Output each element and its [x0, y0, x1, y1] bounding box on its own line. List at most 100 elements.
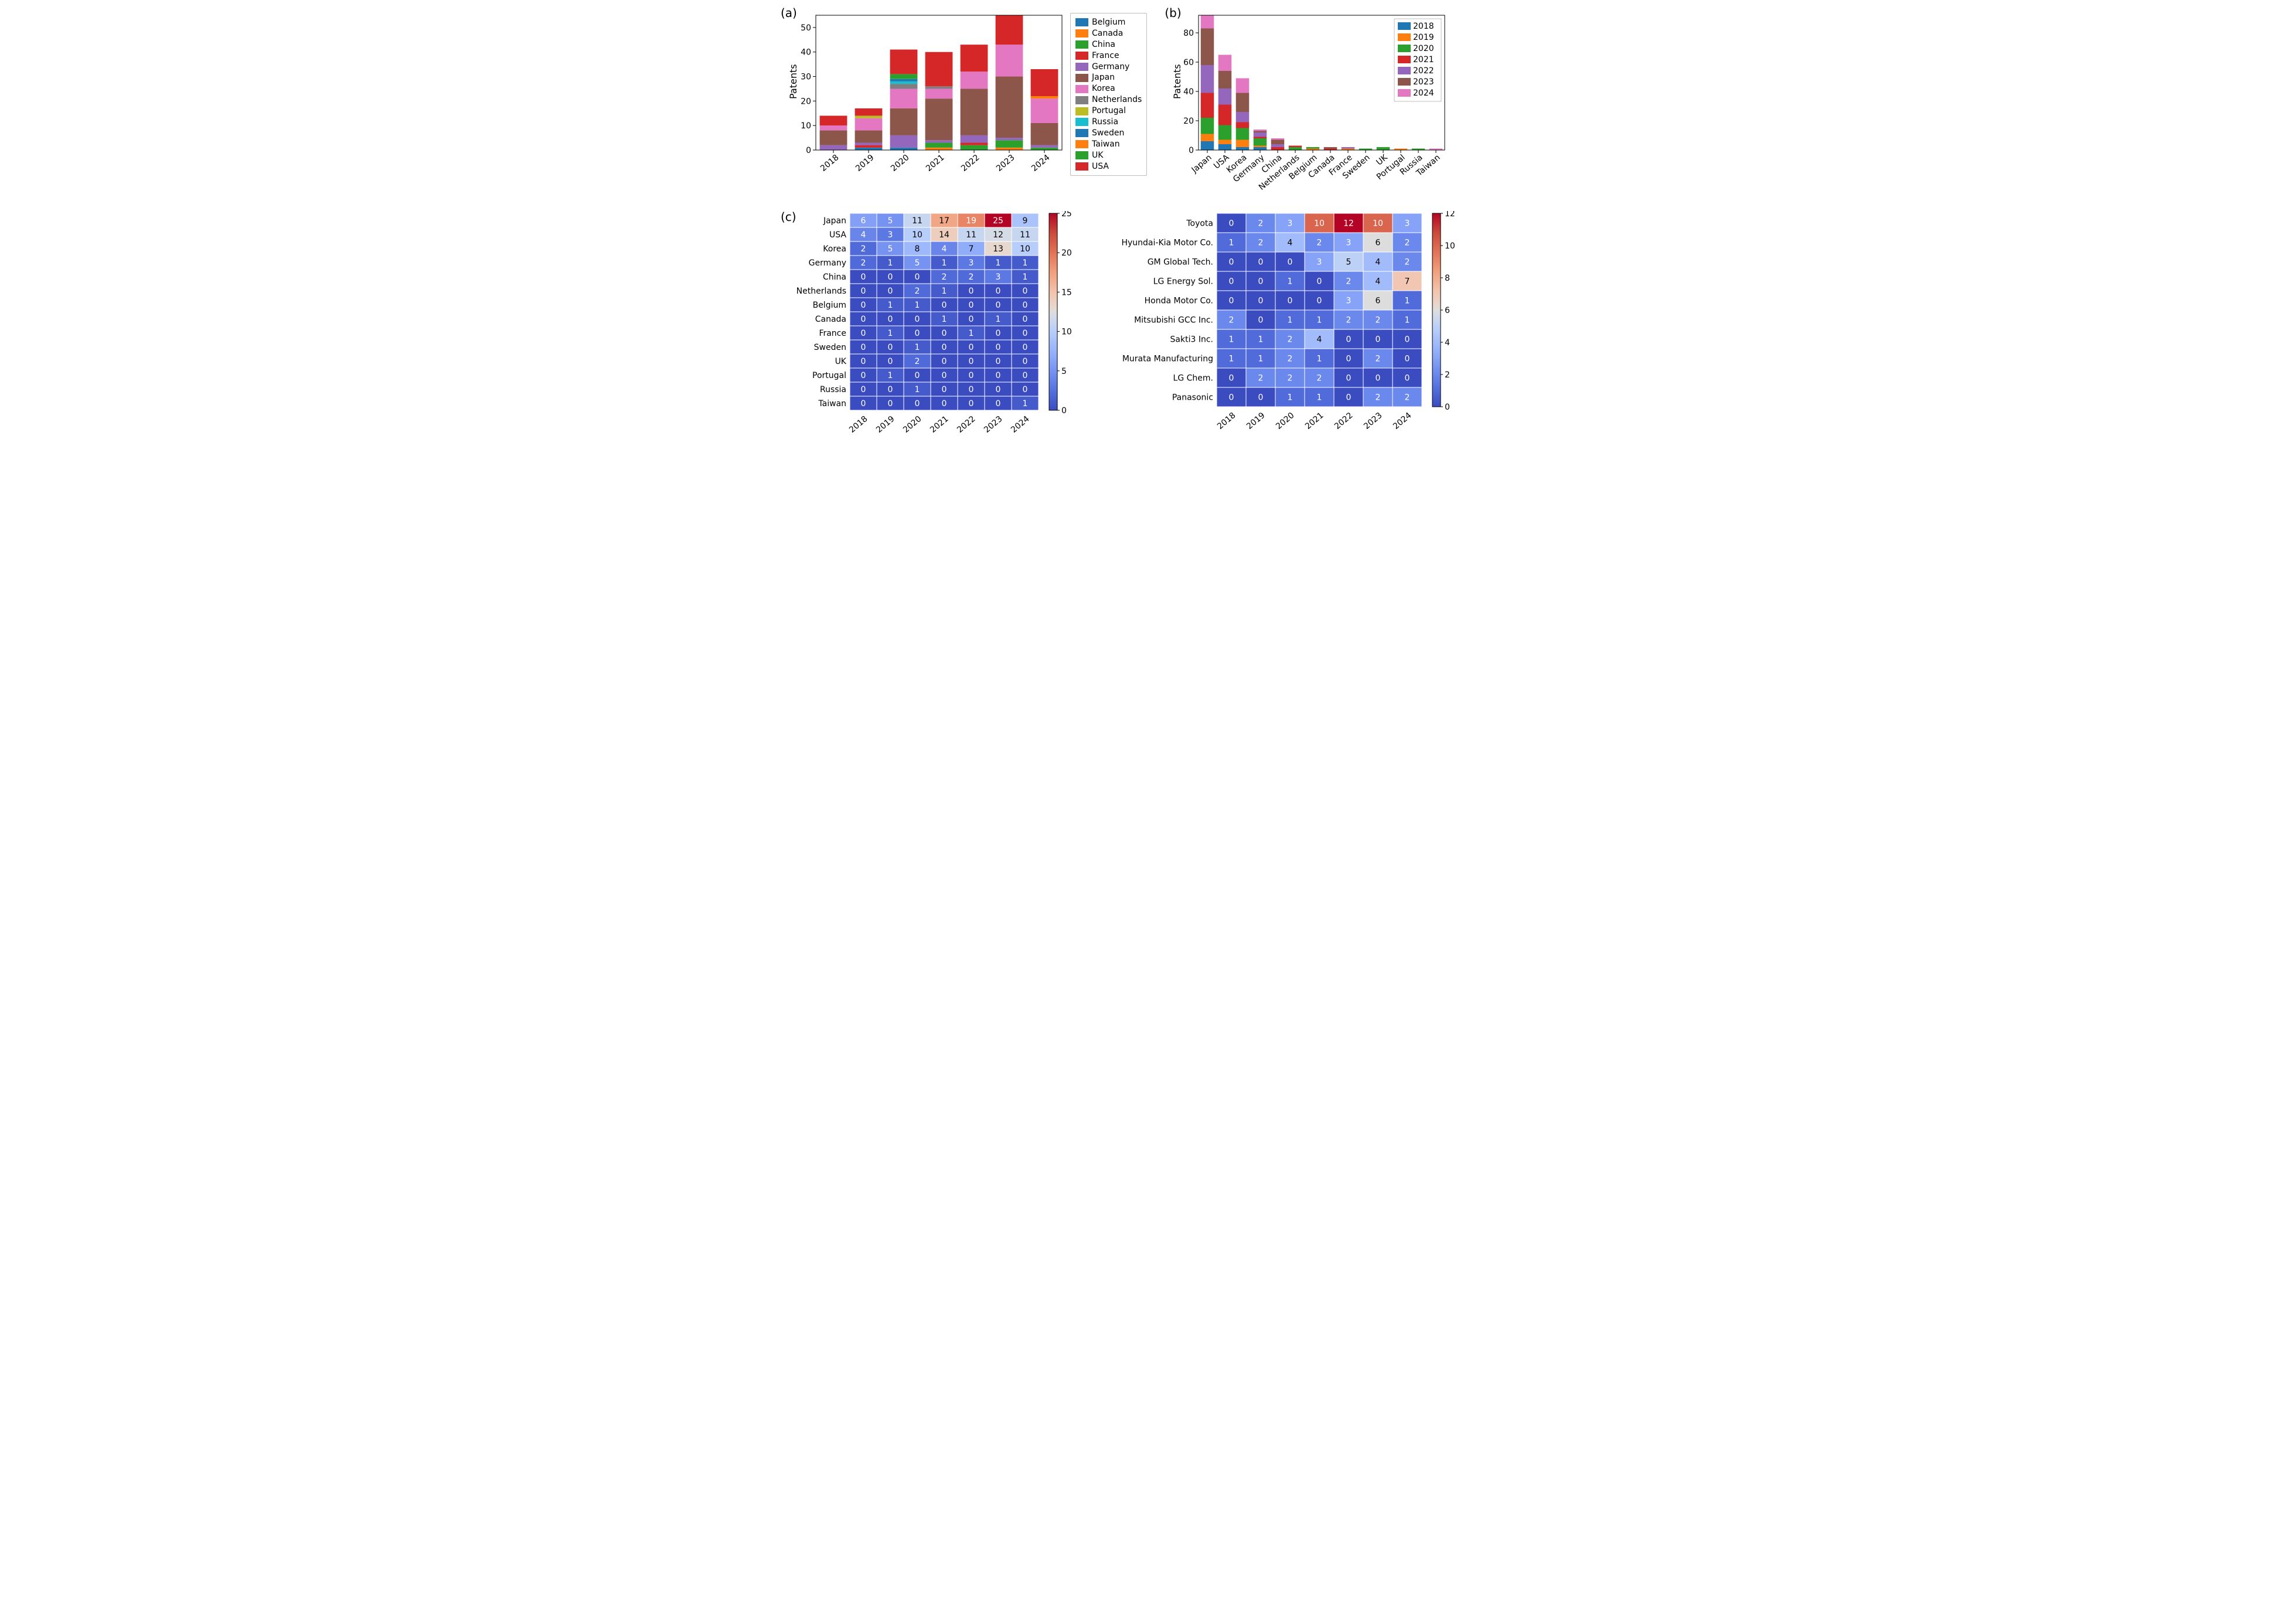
- legend-item: France: [1075, 50, 1142, 62]
- legend-swatch: [1398, 67, 1411, 74]
- bar-segment: [890, 84, 918, 88]
- legend-swatch: [1075, 40, 1088, 49]
- heatmap-cell-value: 0: [915, 273, 920, 282]
- heatmap-cell-value: 1: [996, 258, 1001, 268]
- heatmap-cell-value: 12: [1343, 219, 1354, 229]
- heatmap-cell-value: 0: [1023, 357, 1028, 366]
- bar-segment: [1236, 93, 1250, 113]
- top-row: (a)Patents010203040502018201920202021202…: [779, 6, 1495, 203]
- heatmap-cell-value: 0: [1023, 301, 1028, 310]
- heatmap-cell-value: 25: [993, 216, 1003, 226]
- legend-label: Korea: [1092, 83, 1115, 94]
- heatmap-cell-value: 2: [1258, 219, 1264, 229]
- legend-item: UK: [1075, 150, 1142, 161]
- heatmap-cell-value: 17: [939, 216, 949, 226]
- svg-text:2024: 2024: [1030, 153, 1052, 173]
- legend-label: 2024: [1413, 88, 1434, 98]
- heatmap-cell-value: 0: [1229, 393, 1234, 403]
- bar-segment: [1201, 15, 1214, 29]
- heatmap-cell-value: 0: [969, 399, 974, 408]
- heatmap-x-tick: 2023: [982, 414, 1005, 435]
- heatmap-cell-value: 0: [969, 301, 974, 310]
- bar-segment: [855, 131, 883, 143]
- heatmap-row-label: Japan: [823, 216, 846, 226]
- panel-b-label: (b): [1165, 6, 1181, 20]
- bar-segment: [1236, 122, 1250, 128]
- svg-text:40: 40: [1184, 87, 1194, 97]
- heatmap-cell-value: 1: [1317, 316, 1322, 325]
- legend-label: 2023: [1413, 77, 1434, 87]
- panel-b-stacked-bar: 020406080JapanUSAKoreaGermanyChinaNether…: [1163, 6, 1451, 200]
- legend-swatch: [1075, 63, 1088, 71]
- heatmap-cell-value: 2: [1376, 355, 1381, 364]
- heatmap-cell-value: 1: [942, 287, 947, 296]
- legend-label: USA: [1092, 161, 1109, 172]
- bar-segment: [1254, 130, 1267, 131]
- bar-segment: [1201, 65, 1214, 93]
- heatmap-cell-value: 2: [1346, 277, 1352, 287]
- bar-segment: [1342, 147, 1355, 149]
- heatmap-row-label: Netherlands: [796, 287, 846, 296]
- heatmap-cell-value: 1: [1258, 335, 1264, 345]
- heatmap-cell-value: 2: [1288, 355, 1293, 364]
- heatmap-cell-value: 0: [996, 287, 1001, 296]
- colorbar-tick: 6: [1445, 306, 1450, 315]
- heatmap-cell-value: 0: [1346, 355, 1352, 364]
- bar-segment: [820, 145, 847, 150]
- bar-segment: [1031, 69, 1058, 96]
- heatmap-row-label: Sweden: [814, 343, 846, 352]
- bar-segment: [1218, 140, 1232, 145]
- colorbar-tick: 2: [1445, 370, 1450, 380]
- legend-swatch: [1075, 140, 1088, 148]
- heatmap-cell-value: 2: [969, 273, 974, 282]
- heatmap-cell-value: 2: [1376, 393, 1381, 403]
- legend-swatch: [1075, 18, 1088, 26]
- heatmap-cell-value: 0: [1229, 258, 1234, 267]
- heatmap-cell-value: 2: [1405, 393, 1410, 403]
- heatmap-cell-value: 6: [1376, 297, 1381, 306]
- legend-swatch: [1398, 45, 1411, 52]
- bar-segment: [1271, 144, 1285, 147]
- bar-segment: [961, 142, 988, 145]
- heatmap-cell-value: 4: [1376, 277, 1381, 287]
- heatmap-cell-value: 1: [1023, 273, 1028, 282]
- heatmap-cell-value: 1: [1288, 393, 1293, 403]
- heatmap-cell-value: 13: [993, 244, 1003, 254]
- heatmap-cell-value: 1: [1288, 277, 1293, 287]
- heatmap-cell-value: 1: [1317, 355, 1322, 364]
- svg-text:2019: 2019: [854, 153, 876, 173]
- bar-segment: [1031, 96, 1058, 98]
- heatmap-row-label: Taiwan: [818, 399, 846, 408]
- legend-label: Germany: [1092, 62, 1129, 73]
- legend-label: Canada: [1092, 28, 1123, 39]
- heatmap-cell-value: 1: [1405, 297, 1410, 306]
- legend-label: Taiwan: [1092, 139, 1120, 150]
- panel-c-label: (c): [781, 210, 796, 224]
- bar-segment: [996, 77, 1023, 138]
- bar-segment: [996, 140, 1023, 148]
- legend-swatch: [1398, 56, 1411, 63]
- svg-text:60: 60: [1184, 58, 1194, 67]
- heatmap-cell-value: 1: [942, 315, 947, 324]
- bar-segment: [890, 108, 918, 135]
- heatmap-cell-value: 0: [888, 343, 893, 352]
- heatmap-cell-value: 0: [969, 385, 974, 394]
- legend-item: Germany: [1075, 62, 1142, 73]
- bottom-row: (c)Japan 65111719259USA 431014111211Kore…: [779, 211, 1495, 445]
- heatmap-cell-value: 0: [1258, 297, 1264, 306]
- bar-segment: [925, 88, 953, 98]
- heatmap-cell-value: 2: [1376, 316, 1381, 325]
- heatmap-cell-value: 3: [969, 258, 974, 268]
- heatmap-cell-value: 10: [1020, 244, 1030, 254]
- heatmap-cell-value: 0: [942, 301, 947, 310]
- heatmap-cell-value: 1: [1229, 239, 1234, 248]
- colorbar-tick: 10: [1061, 328, 1072, 337]
- heatmap-row-label: Portugal: [812, 371, 846, 380]
- heatmap-row-label: Sakti3 Inc.: [1170, 335, 1213, 345]
- bar-segment: [1236, 112, 1250, 122]
- heatmap-cell-value: 8: [915, 244, 920, 254]
- heatmap-cell-value: 1: [1405, 316, 1410, 325]
- legend-item: Russia: [1075, 117, 1142, 128]
- svg-text:30: 30: [801, 73, 811, 82]
- heatmap-x-tick: 2022: [1333, 411, 1355, 431]
